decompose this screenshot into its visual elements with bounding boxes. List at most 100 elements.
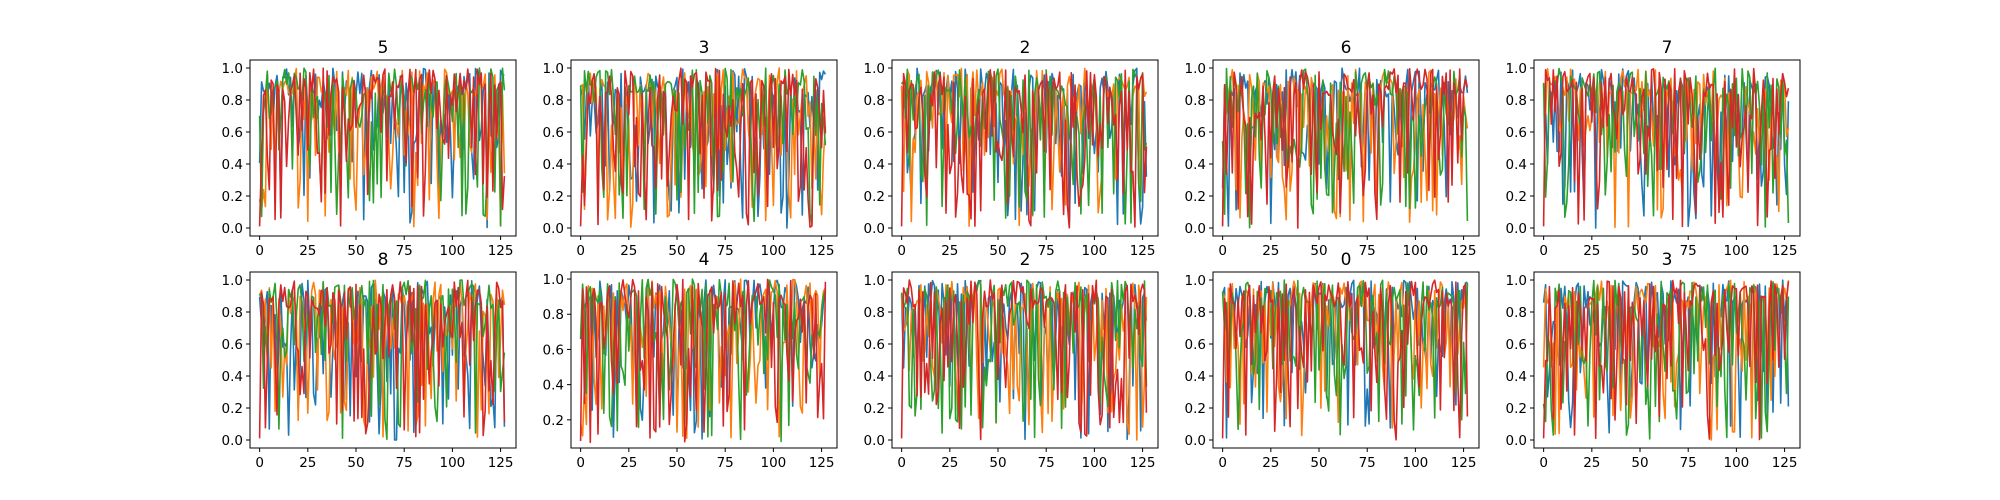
- y-tick-label: 0.4: [1185, 157, 1206, 173]
- series-line-4: [1542, 279, 1790, 441]
- series-line-4: [579, 67, 827, 228]
- y-tick-label: 0.0: [1506, 433, 1527, 449]
- axes-frame: [249, 271, 517, 449]
- axes-frame: [570, 59, 838, 237]
- subplot-3: 0 25 50 75 100 125 0.0 0.2 0.4 0.6 0.8 1.0 2: [864, 38, 1159, 259]
- x-tick-label: 100: [761, 455, 787, 471]
- subplot-1: 0 25 50 75 100 125 0.0 0.2 0.4 0.6 0.8 1.0 5: [222, 38, 517, 259]
- x-tick-label: 0: [1539, 455, 1548, 471]
- series-group: [258, 279, 506, 441]
- subplot-6: 0 25 50 75 100 125 0.0 0.2 0.4 0.6 0.8 1.0 8: [222, 250, 517, 471]
- x-tick-label: 25: [941, 243, 958, 259]
- y-tick-label: 0.4: [864, 157, 885, 173]
- y-tick-label: 1.0: [222, 61, 243, 77]
- y-tick-label: 0.0: [222, 221, 243, 237]
- series-line-4: [258, 67, 506, 227]
- x-tick-label: 125: [809, 243, 835, 259]
- y-tick-label: 0.6: [543, 125, 564, 141]
- series-line-4: [1221, 67, 1469, 229]
- y-tick-label: 0.0: [543, 221, 564, 237]
- x-tick-label: 100: [761, 243, 787, 259]
- subplot-2: 0 25 50 75 100 125 0.0 0.2 0.4 0.6 0.8 1.0 3: [543, 38, 838, 259]
- y-tick-label: 0.6: [543, 342, 564, 358]
- series-group: [900, 279, 1148, 441]
- y-tick-label: 0.8: [864, 93, 885, 109]
- axes-frame: [1533, 271, 1801, 449]
- subplot-title: 2: [1020, 250, 1031, 270]
- x-tick-label: 100: [1724, 243, 1750, 259]
- series-line-3: [1542, 67, 1790, 228]
- axes-frame: [891, 271, 1159, 449]
- y-tick-label: 0.8: [1185, 93, 1206, 109]
- series-line-4: [900, 279, 1148, 441]
- x-tick-label: 100: [1082, 455, 1108, 471]
- series-group: [1221, 279, 1469, 441]
- x-tick-label: 50: [668, 243, 685, 259]
- subplot-title: 0: [1341, 250, 1352, 270]
- series-group: [1221, 67, 1469, 229]
- x-tick-label: 50: [1631, 243, 1648, 259]
- y-tick-label: 0.4: [1506, 369, 1527, 385]
- y-tick-label: 0.2: [222, 189, 243, 205]
- y-tick-label: 1.0: [222, 273, 243, 289]
- subplot-5: 0 25 50 75 100 125 0.0 0.2 0.4 0.6 0.8 1.0 7: [1506, 38, 1801, 259]
- series-group: [579, 67, 827, 229]
- x-tick-label: 100: [1403, 243, 1429, 259]
- x-tick-label: 0: [897, 243, 906, 259]
- y-tick-label: 0.8: [1185, 305, 1206, 321]
- y-tick-label: 0.4: [543, 378, 564, 394]
- series-line-4: [258, 279, 506, 439]
- x-tick-label: 0: [255, 455, 264, 471]
- x-tick-label: 0: [1539, 243, 1548, 259]
- x-tick-label: 125: [488, 455, 514, 471]
- x-tick-label: 25: [1262, 455, 1279, 471]
- subplot-4: 0 25 50 75 100 125 0.0 0.2 0.4 0.6 0.8 1.0 6: [1185, 38, 1480, 259]
- y-tick-label: 0.6: [864, 125, 885, 141]
- x-tick-label: 125: [1772, 455, 1798, 471]
- y-tick-label: 0.0: [864, 221, 885, 237]
- y-tick-label: 0.4: [222, 369, 243, 385]
- series-group: [1542, 279, 1790, 441]
- subplot-9: 0 25 50 75 100 125 0.0 0.2 0.4 0.6 0.8 1.0 0: [1185, 250, 1480, 471]
- y-tick-label: 0.0: [1185, 433, 1206, 449]
- series-line-3: [900, 279, 1148, 439]
- y-tick-label: 0.0: [1185, 221, 1206, 237]
- y-tick-label: 0.6: [1506, 125, 1527, 141]
- y-tick-label: 0.8: [1506, 93, 1527, 109]
- x-tick-label: 25: [1583, 243, 1600, 259]
- x-tick-label: 125: [1130, 243, 1156, 259]
- series-line-4: [1542, 67, 1790, 228]
- y-tick-label: 0.4: [1506, 157, 1527, 173]
- y-tick-label: 0.8: [222, 305, 243, 321]
- y-tick-label: 0.2: [543, 413, 564, 429]
- x-tick-label: 100: [1724, 455, 1750, 471]
- subplot-title: 5: [378, 38, 389, 58]
- y-tick-label: 1.0: [1506, 273, 1527, 289]
- x-tick-label: 25: [299, 455, 316, 471]
- x-tick-label: 75: [396, 243, 413, 259]
- y-tick-label: 0.0: [864, 433, 885, 449]
- x-tick-label: 0: [576, 243, 585, 259]
- y-tick-label: 0.2: [1506, 189, 1527, 205]
- y-tick-label: 1.0: [864, 273, 885, 289]
- x-tick-label: 25: [299, 243, 316, 259]
- x-tick-label: 125: [1772, 243, 1798, 259]
- subplot-title: 2: [1020, 38, 1031, 58]
- y-tick-label: 0.2: [1185, 189, 1206, 205]
- x-tick-label: 75: [1038, 243, 1055, 259]
- x-tick-label: 0: [255, 243, 264, 259]
- axes-frame: [570, 271, 838, 449]
- x-tick-label: 125: [1130, 455, 1156, 471]
- y-tick-label: 1.0: [1185, 273, 1206, 289]
- y-tick-label: 0.2: [864, 401, 885, 417]
- series-line-4: [1221, 279, 1469, 441]
- x-tick-label: 25: [1583, 455, 1600, 471]
- axes-frame: [249, 59, 517, 237]
- x-tick-label: 75: [1359, 455, 1376, 471]
- x-tick-label: 50: [989, 455, 1006, 471]
- y-tick-label: 0.6: [222, 337, 243, 353]
- x-tick-label: 0: [1218, 455, 1227, 471]
- x-tick-label: 25: [620, 243, 637, 259]
- x-tick-label: 100: [440, 455, 466, 471]
- x-tick-label: 75: [717, 243, 734, 259]
